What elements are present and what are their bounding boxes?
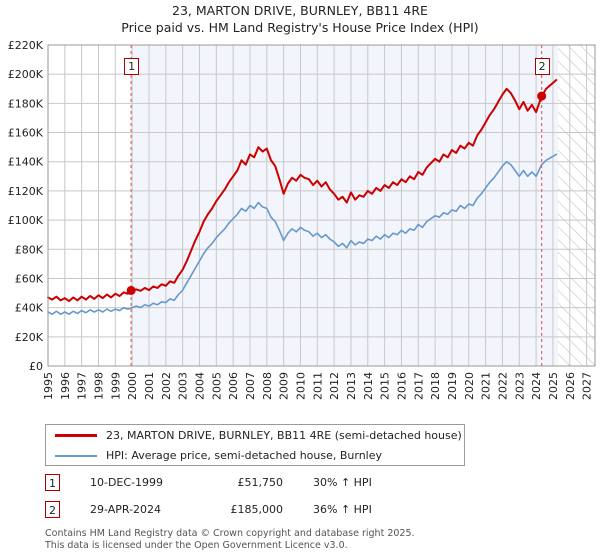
x-axis-tick-label: 2021 [480, 372, 493, 400]
x-axis-tick-label: 2003 [177, 372, 190, 400]
legend-swatch-price-paid [55, 434, 97, 437]
transaction-date: 29-APR-2024 [90, 503, 162, 516]
legend-label-price-paid: 23, MARTON DRIVE, BURNLEY, BB11 4RE (sem… [106, 429, 462, 442]
x-axis-tick-label: 2004 [193, 372, 206, 400]
x-axis-tick-label: 2018 [429, 372, 442, 400]
legend-label-hpi: HPI: Average price, semi-detached house,… [106, 449, 383, 462]
transaction-hpi-delta: 36% ↑ HPI [313, 503, 372, 516]
x-axis-tick-label: 2010 [294, 372, 307, 400]
y-axis-tick-label: £60K [15, 272, 44, 285]
x-axis-tick-label: 2002 [160, 372, 173, 400]
transaction-date: 10-DEC-1999 [90, 476, 164, 489]
transaction-price: £185,000 [230, 503, 284, 516]
x-axis-tick-label: 2005 [210, 372, 223, 400]
x-axis-tick-label: 2000 [126, 372, 139, 400]
x-axis-tick-label: 1998 [92, 372, 105, 400]
transaction-badge: 2 [45, 501, 60, 518]
transaction-row: 2 29-APR-2024 £185,000 36% ↑ HPI [45, 501, 515, 521]
x-axis-tick-label: 2022 [496, 372, 509, 400]
attribution-line-2: This data is licensed under the Open Gov… [45, 539, 348, 551]
transaction-badge: 1 [45, 474, 60, 491]
x-axis-tick-label: 2008 [261, 372, 274, 400]
y-axis-tick-label: £200K [8, 68, 44, 81]
x-axis-tick-label: 2009 [278, 372, 291, 400]
y-axis-tick-label: £80K [15, 243, 44, 256]
x-axis-tick-label: 2024 [530, 372, 543, 400]
x-axis-tick-label: 2023 [513, 372, 526, 400]
y-axis-tick-label: £120K [8, 185, 44, 198]
x-axis-tick-label: 2020 [463, 372, 476, 400]
y-axis-tick-label: £220K [8, 39, 44, 52]
x-axis-tick-label: 2019 [446, 372, 459, 400]
x-axis-tick-label: 2025 [547, 372, 560, 400]
attribution-line-1: Contains HM Land Registry data © Crown c… [45, 528, 415, 539]
chart-marker-1: 1 [124, 58, 140, 75]
legend-item-price-paid: 23, MARTON DRIVE, BURNLEY, BB11 4RE (sem… [46, 425, 464, 446]
transaction-row: 1 10-DEC-1999 £51,750 30% ↑ HPI [45, 474, 515, 494]
plot-area: £0 £20K £40K £60K £80K £100K £120K £140K £160K £1… [8, 39, 596, 400]
y-axis-tick-label: £40K [15, 302, 44, 315]
x-axis-tick-label: 2026 [564, 372, 577, 400]
x-axis-tick-label: 2012 [328, 372, 341, 400]
x-axis-tick-label: 2015 [379, 372, 392, 400]
y-axis-tick-label: £20K [15, 331, 44, 344]
legend-item-hpi: HPI: Average price, semi-detached house,… [46, 445, 464, 466]
y-axis-tick-label: £180K [8, 97, 44, 110]
x-axis-tick-label: 1999 [109, 372, 122, 400]
x-axis-tick-label: 2001 [143, 372, 156, 400]
y-axis-tick-label: £160K [8, 127, 44, 140]
y-axis-tick-label: £0 [29, 360, 43, 373]
x-axis-tick-label: 2027 [581, 372, 594, 400]
x-axis-tick-label: 2016 [395, 372, 408, 400]
x-axis-tick-label: 1995 [42, 372, 55, 400]
x-axis-tick-label: 2007 [244, 372, 257, 400]
chart-subtitle: Price paid vs. HM Land Registry's House … [121, 20, 479, 35]
attribution-footer: Contains HM Land Registry data © Crown c… [45, 528, 565, 551]
transaction-price: £51,750 [237, 476, 284, 489]
chart-legend: 23, MARTON DRIVE, BURNLEY, BB11 4RE (sem… [45, 424, 465, 466]
y-axis-tick-label: £100K [8, 214, 44, 227]
chart-title-block: 23, MARTON DRIVE, BURNLEY, BB11 4RE Pric… [0, 2, 600, 36]
legend-swatch-hpi [55, 455, 97, 457]
y-axis-tick-label: £140K [8, 156, 44, 169]
x-axis-tick-label: 2014 [362, 372, 375, 400]
transaction-hpi-delta: 30% ↑ HPI [313, 476, 372, 489]
page-title: 23, MARTON DRIVE, BURNLEY, BB11 4RE [172, 3, 428, 18]
x-axis-tick-label: 2006 [227, 372, 240, 400]
x-axis-tick-label: 2017 [412, 372, 425, 400]
x-axis-tick-label: 2013 [345, 372, 358, 400]
x-axis-tick-label: 2011 [311, 372, 324, 400]
chart-marker-2: 2 [534, 58, 550, 75]
x-axis-tick-label: 1996 [59, 372, 72, 400]
x-axis-tick-label: 1997 [76, 372, 89, 400]
